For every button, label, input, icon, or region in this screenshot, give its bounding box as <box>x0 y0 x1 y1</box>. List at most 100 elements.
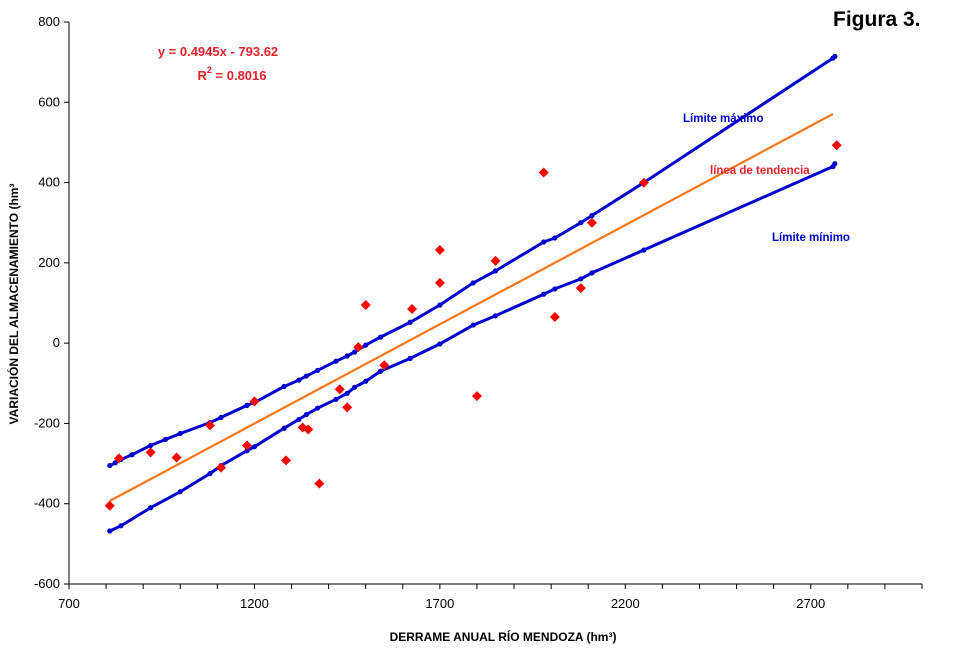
data-point-limite-maximo <box>303 373 309 379</box>
data-point-observed <box>280 455 291 466</box>
data-point-observed <box>575 283 586 294</box>
data-point-limite-minimo <box>470 322 476 328</box>
data-point-observed <box>145 447 156 458</box>
y-tick-label: -200 <box>34 415 60 430</box>
data-point-limite-minimo <box>552 286 558 292</box>
data-point-limite-maximo <box>244 402 250 408</box>
data-point-observed <box>490 255 501 266</box>
data-point-limite-minimo <box>107 528 113 534</box>
data-point-limite-minimo <box>303 411 309 418</box>
data-point-observed <box>407 304 418 315</box>
data-point-limite-minimo <box>641 247 647 253</box>
data-point-limite-minimo <box>177 489 183 495</box>
data-point-limite-maximo <box>147 442 154 449</box>
data-point-observed <box>204 420 215 431</box>
data-point-limite-maximo <box>470 280 476 286</box>
series-label-limite-minimo: Límite mínimo <box>772 232 850 244</box>
data-point-limite-minimo <box>296 416 302 423</box>
data-point-observed <box>434 245 445 256</box>
x-tick-label: 2200 <box>611 596 640 611</box>
y-tick-label: -600 <box>34 576 60 591</box>
data-point-observed <box>342 402 353 413</box>
data-point-observed <box>549 312 560 323</box>
data-point-observed <box>638 177 649 188</box>
y-tick-label: 200 <box>38 255 60 270</box>
series-label-limite-maximo: Límite máximo <box>683 113 764 125</box>
axes: -600 -400 -200 0 200 400 600 800 700 1200 1700 2200… <box>34 14 923 611</box>
data-point-limite-minimo <box>333 396 339 402</box>
regression-equation: y = 0.4945x - 793.62 <box>158 44 278 59</box>
data-point-limite-minimo <box>344 390 350 396</box>
data-point-observed <box>538 167 549 178</box>
data-point-limite-maximo <box>552 235 558 241</box>
data-point-limite-maximo <box>129 452 135 458</box>
data-point-limite-minimo <box>437 341 443 347</box>
data-point-observed <box>379 360 390 371</box>
data-point-limite-minimo <box>578 276 584 282</box>
y-tick-label: 800 <box>38 14 60 29</box>
series-label-linea-tendencia: línea de tendencia <box>710 165 810 177</box>
data-point-limite-minimo <box>832 161 838 167</box>
y-tick-label: 400 <box>38 175 60 190</box>
x-axis-label: DERRAME ANUAL RÍO MENDOZA (hm³) <box>390 629 617 644</box>
limit-series <box>107 53 838 534</box>
data-point-limite-maximo <box>112 460 118 466</box>
data-point-limite-maximo <box>407 319 413 325</box>
data-point-limite-minimo <box>147 505 154 511</box>
data-point-limite-maximo <box>314 367 321 374</box>
data-point-observed <box>831 140 842 151</box>
data-point-limite-maximo <box>492 268 499 274</box>
data-point-observed <box>353 342 364 353</box>
data-point-limite-minimo <box>351 384 358 390</box>
data-point-limite-maximo <box>333 358 339 364</box>
data-point-limite-maximo <box>578 220 584 226</box>
figure-title: Figura 3. <box>833 8 921 31</box>
observed-points <box>104 140 842 511</box>
data-point-limite-minimo <box>314 405 321 411</box>
data-point-observed <box>434 277 445 288</box>
x-tick-label: 1700 <box>425 596 454 611</box>
y-tick-label: 0 <box>53 335 60 350</box>
data-point-limite-minimo <box>244 448 250 454</box>
trend-line-path <box>109 112 834 502</box>
data-point-limite-maximo <box>107 462 113 469</box>
data-point-observed <box>314 478 325 489</box>
data-point-limite-maximo <box>218 414 224 421</box>
data-point-limite-minimo <box>492 313 499 319</box>
data-point-limite-maximo <box>589 212 595 219</box>
data-point-limite-maximo <box>351 349 358 355</box>
data-point-observed <box>303 424 314 435</box>
data-point-observed <box>586 217 597 228</box>
data-point-limite-maximo <box>363 342 369 348</box>
data-point-limite-maximo <box>281 383 287 390</box>
data-point-limite-maximo <box>177 430 183 437</box>
data-point-limite-maximo <box>377 334 384 340</box>
data-point-observed <box>360 300 371 311</box>
trend-line <box>109 112 834 502</box>
data-point-limite-maximo <box>437 302 443 308</box>
y-axis-label: VARIACIÓN DEL ALMACENAMIENTO (hm³ <box>6 184 21 425</box>
data-point-observed <box>249 396 260 407</box>
x-tick-label: 1200 <box>240 596 269 611</box>
data-point-limite-maximo <box>832 53 838 60</box>
data-point-limite-minimo <box>251 444 258 450</box>
data-point-limite-minimo <box>377 368 384 374</box>
data-point-limite-minimo <box>363 378 369 384</box>
data-point-limite-minimo <box>541 291 547 297</box>
data-point-limite-minimo <box>281 425 287 431</box>
data-point-limite-maximo <box>344 353 350 359</box>
series-line-limite-minimo <box>109 162 837 533</box>
x-tick-label: 700 <box>58 596 80 611</box>
y-tick-label: -400 <box>34 496 60 511</box>
x-tick-label: 2700 <box>796 596 825 611</box>
data-point-limite-maximo <box>296 377 302 383</box>
data-point-limite-maximo <box>541 239 547 245</box>
data-point-observed <box>114 453 125 464</box>
y-tick-label: 600 <box>38 94 60 109</box>
data-point-observed <box>216 462 227 473</box>
data-point-limite-minimo <box>207 471 213 477</box>
r-squared-label: R2 = 0.8016 <box>198 65 267 83</box>
data-point-observed <box>171 452 182 463</box>
data-point-observed <box>334 384 345 395</box>
